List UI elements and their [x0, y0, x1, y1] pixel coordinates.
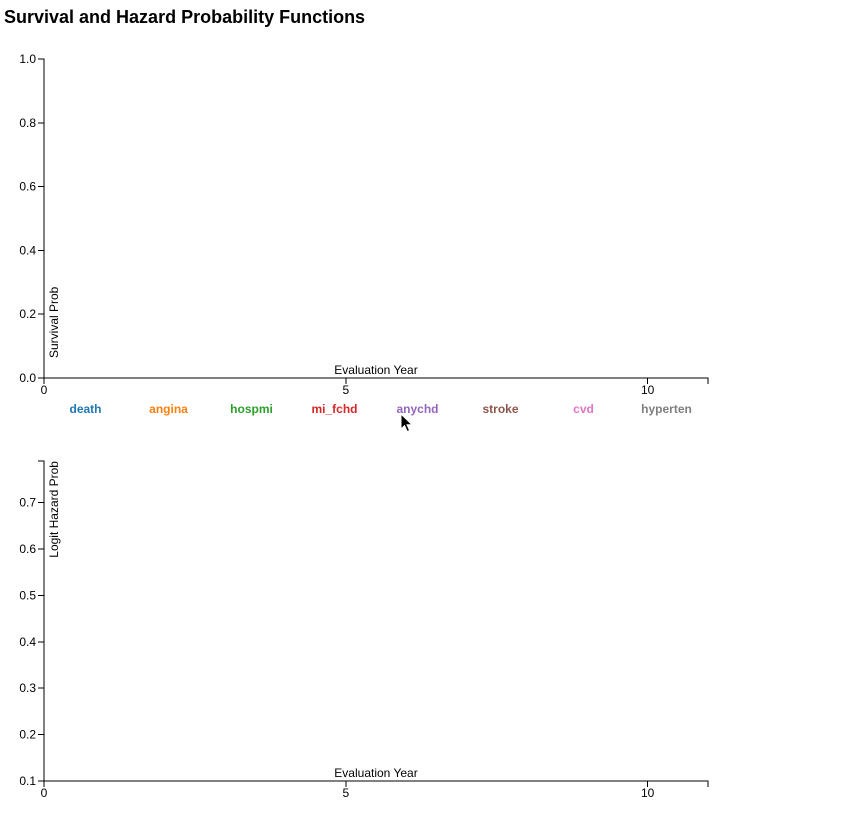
hazard-y-axis-line	[38, 460, 45, 782]
legend-item-anychd[interactable]: anychd	[396, 402, 439, 416]
survival-y-tick-label: 1.0	[19, 52, 36, 66]
legend-item-stroke[interactable]: stroke	[482, 402, 519, 416]
legend-item-hospmi[interactable]: hospmi	[230, 402, 273, 416]
hazard-y-axis-label: Logit Hazard Prob	[47, 461, 61, 558]
survival-x-axis-label: Evaluation Year	[334, 363, 417, 377]
survival-y-axis-label: Survival Prob	[47, 286, 61, 358]
hazard-x-tick-label: 5	[342, 786, 349, 800]
legend-item-hyperten[interactable]: hyperten	[641, 402, 692, 416]
survival-y-tick-label: 0.8	[19, 116, 36, 130]
survival-y-tick-label: 0.4	[19, 243, 36, 257]
page-title: Survival and Hazard Probability Function…	[4, 7, 366, 27]
survival-x-tick-label: 5	[342, 383, 349, 397]
hazard-y-tick-label: 0.1	[19, 774, 36, 788]
survival-chart: 0.0 0.2 0.4 0.6 0.8 1.0 0 5 10 Evaluation Year Sur…	[19, 52, 709, 397]
survival-x-tick-label: 10	[641, 383, 655, 397]
survival-x-tick-label: 0	[41, 383, 48, 397]
hazard-x-tick-label: 0	[41, 786, 48, 800]
hazard-y-tick-label: 0.7	[19, 496, 36, 510]
series-legend: death angina hospmi mi_fchd anychd stroke cvd h…	[44, 402, 708, 420]
legend-item-angina[interactable]: angina	[149, 402, 188, 416]
hazard-y-tick-label: 0.2	[19, 728, 36, 742]
survival-y-tick-label: 0.2	[19, 307, 36, 321]
hazard-x-axis-label: Evaluation Year	[334, 766, 417, 780]
arrow-pointer-icon	[400, 413, 414, 433]
survival-y-tick-label: 0.0	[19, 371, 36, 385]
hazard-y-tick-label: 0.5	[19, 588, 36, 602]
legend-item-cvd[interactable]: cvd	[573, 402, 594, 416]
hazard-y-tick-label: 0.3	[19, 681, 36, 695]
survival-y-tick-label: 0.6	[19, 180, 36, 194]
legend-item-mi-fchd[interactable]: mi_fchd	[311, 402, 358, 416]
hazard-x-axis-line	[43, 780, 709, 787]
hazard-y-tick-label: 0.6	[19, 542, 36, 556]
legend-item-death[interactable]: death	[69, 402, 102, 416]
hazard-x-tick-label: 10	[641, 786, 655, 800]
hazard-y-tick-label: 0.4	[19, 635, 36, 649]
